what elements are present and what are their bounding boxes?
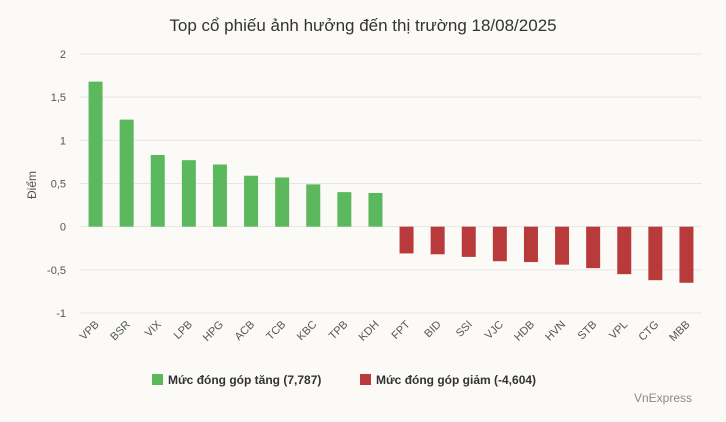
- bars: [88, 81, 694, 283]
- x-tick-label: HPG: [201, 319, 226, 344]
- y-tick-label: 0,5: [51, 179, 66, 191]
- x-tick-label: VJC: [483, 319, 506, 342]
- x-tick-label: BID: [422, 319, 443, 340]
- x-tick-label: HDB: [512, 319, 537, 344]
- chart-title: Top cổ phiếu ảnh hưởng đến thị trường 18…: [169, 16, 556, 35]
- bar-bid[interactable]: [430, 226, 445, 255]
- bar-tcb[interactable]: [275, 177, 290, 227]
- bar-ctg[interactable]: [648, 226, 663, 281]
- legend-entry[interactable]: Mức đóng góp giảm (-4,604): [376, 373, 536, 387]
- x-tick-label: ACB: [233, 319, 257, 343]
- x-tick-label: KDH: [357, 319, 382, 344]
- x-tick-label: STB: [576, 319, 600, 343]
- bar-kdh[interactable]: [368, 192, 383, 227]
- bar-vix[interactable]: [150, 155, 165, 227]
- y-tick-label: 1,5: [51, 92, 66, 104]
- legend-swatch: [152, 374, 163, 385]
- x-tick-label: FPT: [389, 318, 412, 341]
- y-axis-ticks: -1 -0,5 0 0,5 1 1,5 2: [47, 49, 66, 320]
- y-tick-label: 1: [60, 135, 66, 147]
- y-axis-label: Điểm: [25, 171, 39, 199]
- x-tick-label: BSR: [108, 319, 133, 344]
- x-tick-label: SSI: [454, 319, 475, 340]
- bar-vpl[interactable]: [617, 226, 632, 275]
- x-tick-label: KBC: [295, 319, 320, 344]
- bar-vjc[interactable]: [492, 226, 507, 262]
- y-tick-label: -1: [56, 308, 66, 320]
- x-axis-ticks: VPB BSR VIX LPB HPG ACB TCB KBC TPB KDH FPT BID SSI V…: [78, 318, 693, 344]
- bar-stb[interactable]: [586, 226, 601, 269]
- bar-bsr[interactable]: [119, 119, 134, 227]
- bar-acb[interactable]: [244, 175, 259, 227]
- x-tick-label: MBB: [667, 319, 692, 344]
- legend-swatch: [360, 374, 371, 385]
- bar-mbb[interactable]: [679, 226, 694, 283]
- bar-hpg[interactable]: [212, 164, 227, 227]
- x-tick-label: CTG: [637, 319, 662, 344]
- legend: Mức đóng góp tăng (7,787) Mức đóng góp gi…: [152, 373, 536, 387]
- bar-fpt[interactable]: [399, 226, 414, 254]
- bar-vpb[interactable]: [88, 81, 103, 227]
- bar-lpb[interactable]: [181, 160, 196, 227]
- x-tick-label: VIX: [143, 318, 164, 339]
- bar-hdb[interactable]: [523, 226, 538, 263]
- bar-ssi[interactable]: [461, 226, 476, 257]
- bar-hvn[interactable]: [555, 226, 570, 265]
- source-credit: VnExpress: [634, 391, 692, 405]
- x-tick-label: HVN: [543, 319, 568, 344]
- y-tick-label: 2: [60, 49, 66, 61]
- gridlines: [80, 53, 702, 314]
- y-tick-label: 0: [60, 222, 66, 234]
- y-tick-label: -0,5: [47, 265, 66, 277]
- x-tick-label: TPB: [327, 319, 351, 343]
- legend-entry[interactable]: Mức đóng góp tăng (7,787): [168, 373, 321, 387]
- x-tick-label: LPB: [172, 319, 195, 342]
- x-tick-label: TCB: [264, 319, 288, 343]
- x-tick-label: VPL: [607, 319, 630, 342]
- x-tick-label: VPB: [78, 319, 102, 343]
- bar-tpb[interactable]: [337, 192, 352, 227]
- bar-kbc[interactable]: [306, 184, 321, 227]
